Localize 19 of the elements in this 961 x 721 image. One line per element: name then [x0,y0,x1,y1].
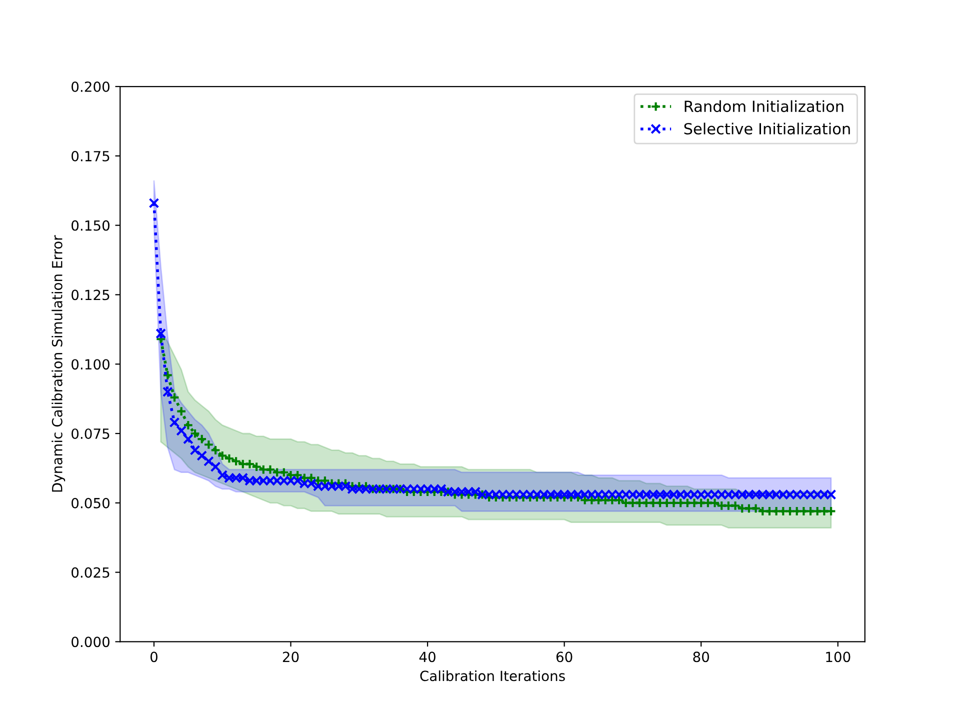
x-tick-label: 100 [826,652,850,662]
x-axis-title: Calibration Iterations [420,670,565,682]
y-tick-label: 0.000 [72,636,110,648]
legend-label: Random Initialization [684,100,844,112]
y-tick-label: 0.150 [72,220,110,231]
y-tick-label: 0.025 [72,567,110,578]
y-tick-label: 0.125 [72,290,110,300]
y-tick-label: 0.050 [72,498,110,508]
legend-label: Selective Initialization [684,122,850,135]
y-axis-title: Dynamic Calibration Simulation Error [52,235,66,492]
x-tick-label: 40 [419,652,436,662]
y-tick-label: 0.200 [72,81,110,92]
x-tick-label: 80 [693,652,710,662]
y-tick-label: 0.075 [72,428,110,439]
y-tick-label: 0.175 [72,150,110,162]
x-tick-label: 60 [556,652,572,662]
y-tick-label: 0.100 [72,359,110,370]
x-tick-label: 20 [282,652,299,662]
x-tick-label: 0 [150,652,158,662]
